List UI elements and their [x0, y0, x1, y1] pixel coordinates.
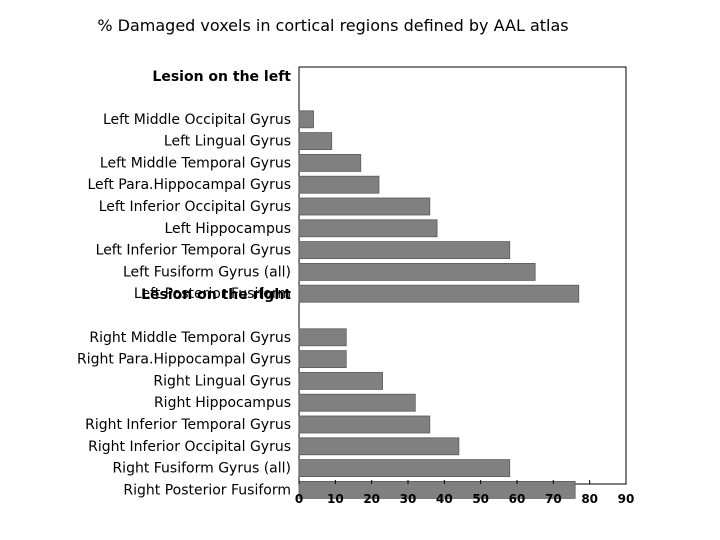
category-label: Left Lingual Gyrus: [164, 134, 291, 150]
group-label: Lesion on the right: [141, 287, 291, 303]
x-tick-label: 80: [581, 492, 598, 506]
category-label: Left Inferior Temporal Gyrus: [96, 243, 291, 259]
bar: [298, 153, 362, 172]
category-label: Left Middle Occipital Gyrus: [103, 112, 291, 128]
category-label: Right Hippocampus: [154, 395, 291, 411]
category-label: Left Fusiform Gyrus (all): [123, 264, 291, 280]
bar: [298, 284, 580, 303]
x-tick-label: 20: [363, 492, 380, 506]
bar: [298, 415, 431, 434]
bar: [298, 132, 333, 151]
category-label: Left Inferior Occipital Gyrus: [99, 199, 291, 215]
category-label: Right Inferior Temporal Gyrus: [85, 417, 291, 433]
category-label: Left Para.Hippocampal Gyrus: [88, 177, 292, 193]
category-label: Left Hippocampus: [164, 221, 291, 237]
x-tick-label: 10: [327, 492, 344, 506]
category-label: Right Fusiform Gyrus (all): [112, 461, 291, 477]
category-label: Right Middle Temporal Gyrus: [89, 330, 291, 346]
bar: [298, 480, 576, 499]
x-tick-label: 30: [400, 492, 417, 506]
title-text: % Damaged voxels in cortical regions def…: [97, 16, 569, 35]
bar: [298, 197, 431, 216]
bar: [298, 262, 536, 281]
x-tick-label: 90: [618, 492, 635, 506]
category-label: Right Para.Hippocampal Gyrus: [77, 352, 291, 368]
bar: [298, 219, 438, 238]
category-label: Left Posterior Fusiform: [134, 286, 291, 302]
group-label: Lesion on the left: [152, 69, 291, 85]
bar: [298, 241, 511, 260]
bar: [298, 110, 314, 129]
x-tick-label: 0: [295, 492, 303, 506]
bar: [298, 175, 380, 194]
chart-title: % Damaged voxels in cortical regions def…: [0, 16, 666, 36]
category-label: Right Lingual Gyrus: [153, 373, 291, 389]
bar: [298, 371, 383, 390]
category-label: Right Inferior Occipital Gyrus: [88, 439, 291, 455]
x-tick-label: 50: [472, 492, 489, 506]
x-tick-label: 70: [545, 492, 562, 506]
bar: [298, 437, 460, 456]
category-label: Right Posterior Fusiform: [123, 482, 291, 498]
bar: [298, 393, 416, 412]
bar: [298, 459, 511, 478]
bar: [298, 350, 347, 369]
bar: [298, 328, 347, 347]
category-label: Left Middle Temporal Gyrus: [100, 155, 291, 171]
x-tick-label: 40: [436, 492, 453, 506]
x-tick-label: 60: [509, 492, 526, 506]
